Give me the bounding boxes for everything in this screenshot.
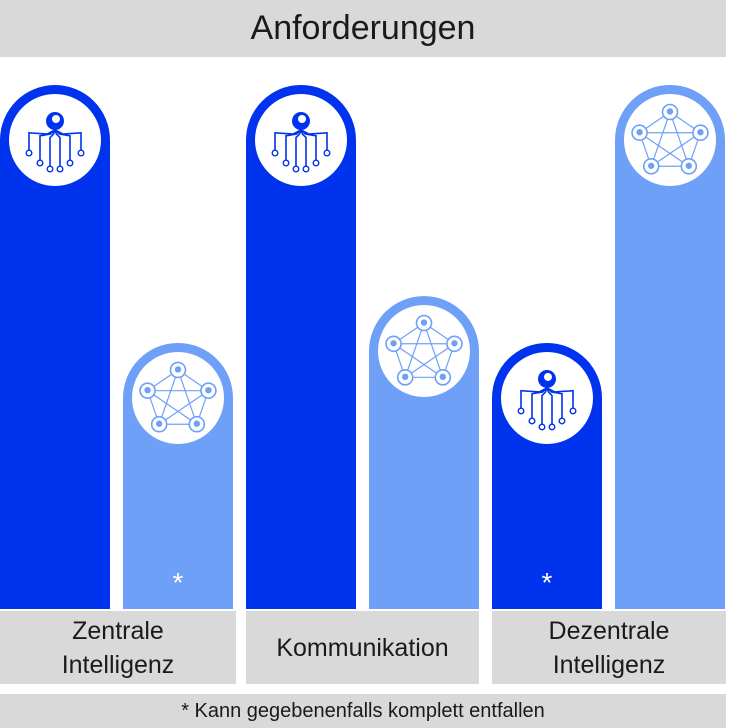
- leaf-node: [302, 165, 310, 173]
- bar-shape: [0, 85, 110, 609]
- leaf-node: [292, 165, 300, 173]
- decentral-network-icon: [139, 361, 217, 433]
- category-box-dezentrale: Dezentrale Intelligenz: [492, 611, 726, 684]
- bar-dezentral-2: [615, 85, 725, 609]
- chart-title-bar: Anforderungen: [0, 0, 726, 57]
- peer-head: [390, 340, 397, 347]
- peer-head: [451, 340, 458, 347]
- leaf-node: [46, 165, 54, 173]
- branch-line: [54, 129, 82, 150]
- mesh-link: [650, 111, 671, 167]
- bar-icon-disc: [501, 351, 593, 444]
- branch-line: [274, 129, 302, 150]
- category-box-kommunikation: Kommunikation: [246, 611, 479, 684]
- leaf-node: [77, 149, 85, 157]
- mesh-link: [177, 369, 198, 425]
- decentral-network-icon: [631, 103, 709, 175]
- category-label-kommunikation: Kommunikation: [276, 633, 449, 662]
- mesh-link: [158, 369, 179, 425]
- bar-shape: [246, 85, 356, 609]
- peer-head: [697, 129, 704, 136]
- leaf-node: [323, 149, 331, 157]
- peer-head: [174, 366, 182, 373]
- head-silhouette: [298, 115, 306, 123]
- bar-dezentral-1: [369, 296, 479, 609]
- bar-zentral-2: [492, 342, 602, 609]
- peer-head: [155, 420, 163, 427]
- branch-line: [28, 129, 56, 150]
- annotation-asterisk: *: [542, 567, 553, 598]
- head-silhouette: [544, 372, 552, 381]
- peer-head: [420, 319, 428, 326]
- bar-shape: [615, 85, 725, 609]
- peer-head: [647, 162, 655, 169]
- footnote: * Kann gegebenenfalls komplett entfallen: [181, 699, 545, 722]
- decentral-network-icon: [385, 314, 463, 386]
- central-network-icon: [517, 369, 577, 431]
- peer-head: [144, 386, 151, 394]
- annotation-asterisk: *: [173, 567, 184, 598]
- leaf-node: [528, 417, 536, 425]
- branch-line: [546, 387, 574, 408]
- branch-line: [541, 387, 548, 424]
- peer-head: [205, 386, 212, 394]
- bar-icon-disc: [9, 94, 101, 186]
- central-network-icon: [25, 112, 85, 173]
- peer-head: [636, 129, 643, 136]
- peer-head: [439, 373, 447, 381]
- mesh-link: [639, 132, 690, 167]
- branch-line: [285, 129, 302, 160]
- bar-icon-disc: [255, 94, 347, 186]
- mesh-link: [158, 390, 209, 425]
- mesh-link: [650, 132, 701, 167]
- peer-head: [401, 373, 409, 381]
- branch-line: [295, 129, 302, 166]
- footnote-bar: * Kann gegebenenfalls komplett entfallen: [0, 694, 726, 728]
- leaf-node: [517, 407, 525, 415]
- leaf-node: [36, 159, 44, 167]
- mesh-link: [669, 111, 690, 167]
- mesh-link: [423, 322, 444, 378]
- bar-zentral-1: [246, 85, 356, 609]
- leaf-node: [271, 149, 279, 157]
- mesh-link: [404, 322, 425, 378]
- peer-head: [666, 108, 674, 115]
- leaf-node: [558, 417, 566, 425]
- branch-line: [49, 129, 56, 166]
- mesh-link: [393, 343, 444, 378]
- leaf-node: [25, 149, 33, 157]
- branch-line: [531, 387, 548, 418]
- leaf-node: [548, 423, 556, 431]
- leaf-node: [569, 407, 577, 415]
- branch-line: [546, 387, 553, 424]
- chart-title: Anforderungen: [250, 9, 476, 47]
- branch-line: [300, 129, 328, 150]
- leaf-node: [312, 159, 320, 167]
- leaf-node: [538, 423, 546, 431]
- central-network-icon: [271, 112, 331, 173]
- leaf-node: [56, 165, 64, 173]
- branch-line: [300, 129, 307, 166]
- category-box-zentrale: Zentrale Intelligenz: [0, 611, 236, 684]
- mesh-link: [147, 390, 198, 425]
- leaf-node: [282, 159, 290, 167]
- peer-head: [193, 420, 201, 427]
- branch-line: [54, 129, 61, 166]
- mesh-link: [404, 343, 455, 378]
- head-silhouette: [52, 115, 60, 123]
- bar-dezentral-0: [123, 342, 233, 609]
- category-label-zentrale: Zentrale Intelligenz: [61, 616, 175, 679]
- leaf-node: [66, 159, 74, 167]
- category-label-dezentrale: Dezentrale Intelligenz: [548, 616, 670, 679]
- branch-line: [520, 387, 548, 408]
- peer-head: [685, 162, 693, 169]
- branch-line: [39, 129, 56, 160]
- bar-zentral-0: [0, 85, 110, 609]
